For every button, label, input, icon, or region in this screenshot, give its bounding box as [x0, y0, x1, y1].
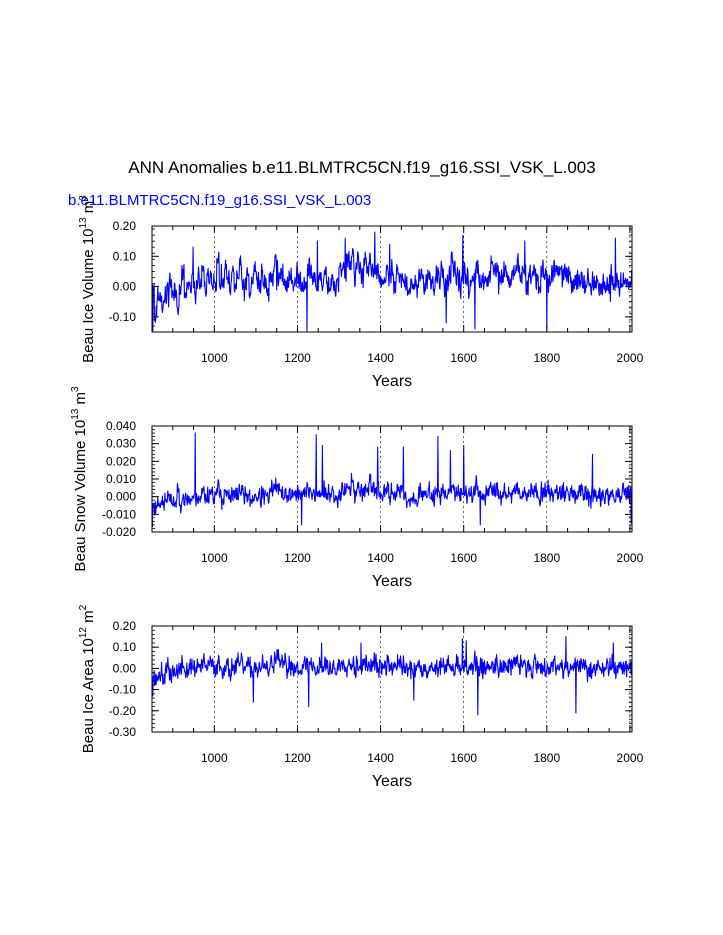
x-axis-label: Years [372, 573, 412, 590]
panel-ice-volume: 1000 1200 1400 1600 1800 2000 0.20 0.10 0.00 -0.1… [78, 195, 644, 390]
x-tick-label-1600: 1600 [450, 551, 477, 565]
y-tick-label: -0.30 [109, 725, 137, 739]
x-tick-label-1000: 1000 [201, 551, 228, 565]
y-axis-label: Beau Snow Volume 1013 m3 [70, 386, 89, 572]
panel-snow-volume: 1000 1200 1400 1600 1800 2000 0.040 0.030 0.020 0… [70, 386, 644, 590]
x-tick-label-1800: 1800 [533, 751, 560, 765]
y-tick-label: -0.010 [102, 507, 136, 521]
y-axis-label: Beau Ice Area 1012 m2 [78, 604, 97, 753]
x-tick-label-2000: 2000 [617, 551, 644, 565]
x-tick-label-2000: 2000 [617, 351, 644, 365]
y-tick-label: 0.00 [113, 661, 137, 675]
x-axis-label: Years [372, 373, 412, 390]
y-tick-label: 0.040 [106, 419, 136, 433]
x-tick-label-1800: 1800 [533, 351, 560, 365]
y-tick-label: -0.020 [102, 525, 136, 539]
x-tick-label-1000: 1000 [201, 351, 228, 365]
x-tick-label-1200: 1200 [284, 351, 311, 365]
y-tick-label: 0.10 [113, 249, 137, 263]
panel-1-subtitle: b.e11.BLMTRC5CN.f19_g16.SSI_VSK_L.003 [68, 192, 371, 209]
y-tick-label: -0.10 [109, 310, 137, 324]
x-tick-label-1400: 1400 [367, 351, 394, 365]
y-tick-label: -0.10 [109, 683, 137, 697]
y-tick-label: 0.020 [106, 454, 136, 468]
y-tick-label: 0.010 [106, 472, 136, 486]
panel-ice-area: 1000 1200 1400 1600 1800 2000 0.20 0.10 0.00 -0.1… [78, 604, 644, 790]
y-tick-label: 0.10 [113, 640, 137, 654]
x-tick-label-2000: 2000 [617, 751, 644, 765]
x-tick-label-1600: 1600 [450, 351, 477, 365]
x-tick-label-1200: 1200 [284, 551, 311, 565]
series-line-1 [151, 231, 633, 332]
x-tick-label-1600: 1600 [450, 751, 477, 765]
x-axis-label: Years [372, 773, 412, 790]
x-tick-label-1800: 1800 [533, 551, 560, 565]
y-tick-label: 0.20 [113, 619, 137, 633]
y-tick-label: 0.000 [106, 490, 136, 504]
plot-frame-3 [151, 625, 633, 733]
x-tick-label-1400: 1400 [367, 551, 394, 565]
x-tick-label-1400: 1400 [367, 751, 394, 765]
main-title: ANN Anomalies b.e11.BLMTRC5CN.f19_g16.SS… [128, 158, 595, 177]
y-tick-label: -0.20 [109, 704, 137, 718]
y-tick-label: 0.20 [113, 219, 137, 233]
series-line-3 [151, 636, 633, 716]
plot-frame-1 [151, 225, 633, 333]
x-tick-label-1200: 1200 [284, 751, 311, 765]
series-line-2 [151, 432, 633, 528]
x-tick-label-1000: 1000 [201, 751, 228, 765]
plot-frame-2 [151, 425, 633, 533]
y-tick-label: 0.00 [113, 280, 137, 294]
y-axis-label: Beau Ice Volume 1013 m3 [78, 195, 97, 363]
y-tick-label: 0.030 [106, 437, 136, 451]
